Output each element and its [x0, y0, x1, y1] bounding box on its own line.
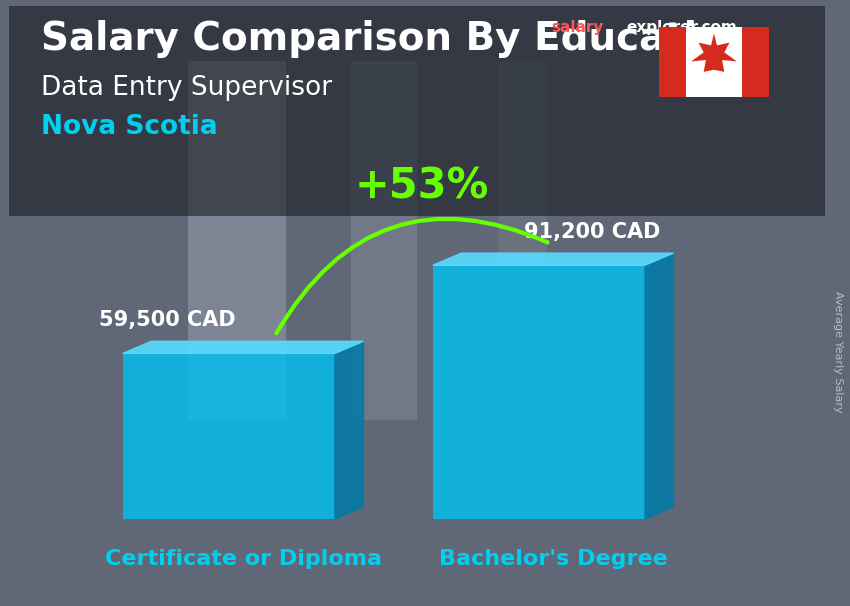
Text: 91,200 CAD: 91,200 CAD [524, 222, 660, 242]
Text: salary: salary [551, 20, 604, 35]
Text: explorer.com: explorer.com [626, 20, 737, 35]
Text: Certificate or Diploma: Certificate or Diploma [105, 549, 382, 569]
Bar [498, 61, 547, 420]
Polygon shape [691, 33, 737, 72]
Text: Salary Comparison By Education: Salary Comparison By Education [41, 20, 751, 58]
Text: Data Entry Supervisor: Data Entry Supervisor [41, 75, 332, 101]
Text: 59,500 CAD: 59,500 CAD [99, 310, 236, 330]
Text: +53%: +53% [355, 166, 490, 208]
Polygon shape [645, 253, 673, 519]
Bar [122, 353, 335, 519]
Bar [8, 6, 824, 216]
Text: Nova Scotia: Nova Scotia [41, 113, 218, 139]
Bar [351, 61, 416, 420]
Polygon shape [433, 253, 673, 265]
Bar [659, 27, 686, 97]
Text: Average Yearly Salary: Average Yearly Salary [833, 291, 843, 412]
Text: Bachelor's Degree: Bachelor's Degree [439, 549, 667, 569]
Bar [433, 265, 645, 519]
Bar [188, 61, 286, 420]
Polygon shape [122, 341, 364, 353]
Bar [741, 27, 769, 97]
Polygon shape [335, 341, 364, 519]
FancyArrowPatch shape [276, 219, 547, 333]
Bar [686, 27, 741, 97]
